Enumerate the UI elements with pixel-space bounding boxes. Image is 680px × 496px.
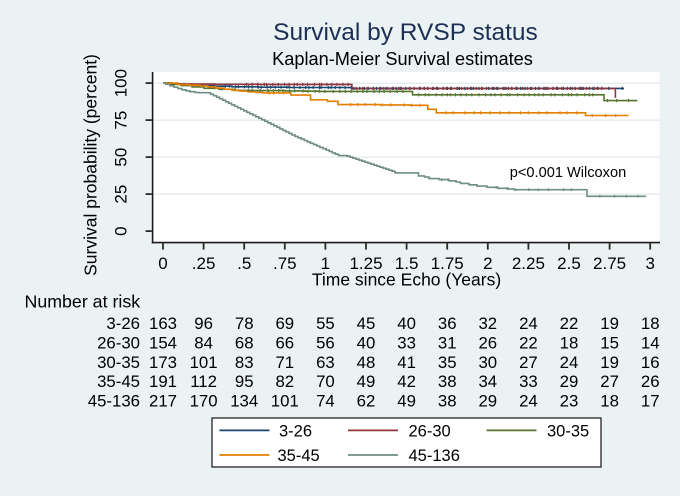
svg-text:101: 101 xyxy=(271,392,299,411)
svg-text:26-30: 26-30 xyxy=(97,333,140,352)
svg-text:56: 56 xyxy=(316,333,335,352)
svg-text:15: 15 xyxy=(600,333,619,352)
svg-text:38: 38 xyxy=(438,372,457,391)
svg-text:95: 95 xyxy=(235,372,254,391)
svg-text:Number at risk: Number at risk xyxy=(25,292,141,312)
svg-text:26: 26 xyxy=(641,372,660,391)
svg-text:173: 173 xyxy=(149,353,177,372)
svg-text:100: 100 xyxy=(112,69,131,97)
svg-text:29: 29 xyxy=(478,392,497,411)
svg-text:22: 22 xyxy=(519,333,538,352)
svg-text:33: 33 xyxy=(519,372,538,391)
svg-text:35-45: 35-45 xyxy=(278,447,320,465)
svg-text:Kaplan-Meier Survival estimate: Kaplan-Meier Survival estimates xyxy=(272,49,533,69)
svg-text:48: 48 xyxy=(357,353,376,372)
svg-text:101: 101 xyxy=(190,353,218,372)
svg-text:45-136: 45-136 xyxy=(409,447,460,465)
svg-text:45: 45 xyxy=(357,314,376,333)
svg-text:19: 19 xyxy=(600,314,619,333)
svg-text:24: 24 xyxy=(560,353,579,372)
svg-text:26: 26 xyxy=(478,333,497,352)
svg-text:14: 14 xyxy=(641,333,660,352)
svg-text:163: 163 xyxy=(149,314,177,333)
svg-text:32: 32 xyxy=(478,314,497,333)
svg-text:40: 40 xyxy=(357,333,376,352)
svg-text:49: 49 xyxy=(357,372,376,391)
svg-text:18: 18 xyxy=(641,314,660,333)
svg-text:112: 112 xyxy=(190,372,217,391)
svg-text:26-30: 26-30 xyxy=(409,423,451,441)
svg-text:1.5: 1.5 xyxy=(395,254,419,273)
svg-text:84: 84 xyxy=(194,333,213,352)
svg-text:19: 19 xyxy=(600,353,619,372)
svg-text:24: 24 xyxy=(519,314,538,333)
svg-text:134: 134 xyxy=(230,392,258,411)
svg-text:23: 23 xyxy=(560,392,579,411)
svg-text:3-26: 3-26 xyxy=(106,314,140,333)
svg-text:18: 18 xyxy=(600,392,619,411)
svg-text:.75: .75 xyxy=(273,254,297,273)
svg-text:22: 22 xyxy=(560,314,579,333)
svg-text:0: 0 xyxy=(112,226,131,235)
svg-text:154: 154 xyxy=(149,333,177,352)
svg-text:30-35: 30-35 xyxy=(97,353,140,372)
svg-text:217: 217 xyxy=(149,392,177,411)
svg-text:38: 38 xyxy=(438,392,457,411)
svg-text:35: 35 xyxy=(438,353,457,372)
svg-text:70: 70 xyxy=(316,372,335,391)
svg-text:83: 83 xyxy=(235,353,254,372)
svg-text:1: 1 xyxy=(321,254,330,273)
svg-text:p<0.001 Wilcoxon: p<0.001 Wilcoxon xyxy=(510,165,626,181)
svg-text:2.75: 2.75 xyxy=(593,254,626,273)
svg-text:2: 2 xyxy=(483,254,492,273)
svg-text:170: 170 xyxy=(190,392,218,411)
svg-text:18: 18 xyxy=(560,333,579,352)
svg-text:.5: .5 xyxy=(237,254,251,273)
svg-text:.25: .25 xyxy=(192,254,216,273)
svg-text:55: 55 xyxy=(316,314,335,333)
svg-text:82: 82 xyxy=(275,372,294,391)
svg-text:16: 16 xyxy=(641,353,660,372)
svg-text:27: 27 xyxy=(519,353,538,372)
svg-text:68: 68 xyxy=(235,333,254,352)
svg-text:33: 33 xyxy=(397,333,416,352)
svg-text:24: 24 xyxy=(519,392,538,411)
svg-text:75: 75 xyxy=(112,111,131,130)
svg-text:3: 3 xyxy=(645,254,654,273)
svg-text:45-136: 45-136 xyxy=(88,392,140,411)
svg-text:30: 30 xyxy=(478,353,497,372)
svg-text:0: 0 xyxy=(158,254,167,273)
svg-text:41: 41 xyxy=(397,353,416,372)
svg-text:63: 63 xyxy=(316,353,335,372)
svg-text:2.5: 2.5 xyxy=(557,254,581,273)
svg-text:74: 74 xyxy=(316,392,335,411)
svg-text:29: 29 xyxy=(560,372,579,391)
svg-text:35-45: 35-45 xyxy=(97,372,140,391)
svg-text:49: 49 xyxy=(397,392,416,411)
svg-text:96: 96 xyxy=(194,314,213,333)
svg-text:42: 42 xyxy=(397,372,416,391)
svg-text:62: 62 xyxy=(357,392,376,411)
svg-text:27: 27 xyxy=(600,372,619,391)
svg-text:1.75: 1.75 xyxy=(431,254,464,273)
svg-text:69: 69 xyxy=(275,314,294,333)
svg-text:71: 71 xyxy=(275,353,294,372)
svg-text:25: 25 xyxy=(112,185,131,204)
svg-text:34: 34 xyxy=(478,372,497,391)
svg-text:2.25: 2.25 xyxy=(512,254,545,273)
svg-text:50: 50 xyxy=(112,148,131,167)
svg-text:Survival by RVSP status: Survival by RVSP status xyxy=(273,19,538,46)
svg-text:Survival probability (percent): Survival probability (percent) xyxy=(81,54,101,276)
svg-text:36: 36 xyxy=(438,314,457,333)
svg-text:40: 40 xyxy=(397,314,416,333)
svg-text:17: 17 xyxy=(641,392,660,411)
svg-text:1.25: 1.25 xyxy=(349,254,382,273)
svg-text:78: 78 xyxy=(235,314,254,333)
svg-text:191: 191 xyxy=(149,372,177,391)
svg-text:3-26: 3-26 xyxy=(279,423,312,441)
svg-text:Time since Echo (Years): Time since Echo (Years) xyxy=(312,270,501,290)
svg-text:30-35: 30-35 xyxy=(547,423,589,441)
svg-text:31: 31 xyxy=(438,333,457,352)
svg-text:66: 66 xyxy=(275,333,294,352)
